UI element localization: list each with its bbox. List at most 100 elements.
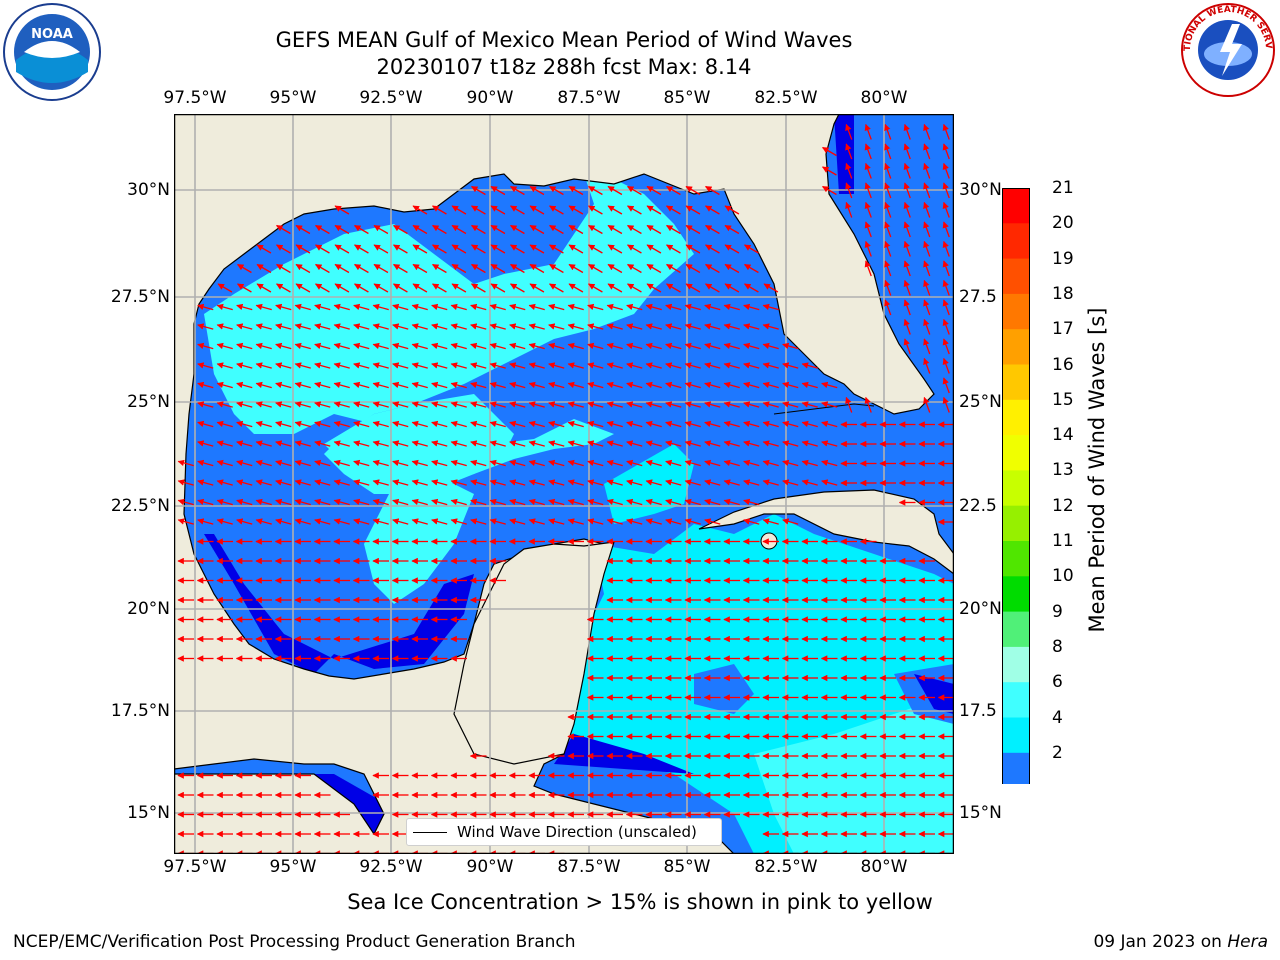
wind-arrow — [276, 224, 291, 235]
wind-arrow — [197, 342, 214, 350]
footer-branch: NCEP/EMC/Verification Post Processing Pr… — [13, 932, 576, 952]
wind-arrow — [884, 162, 892, 179]
lon-label-bottom: 95°W — [269, 857, 317, 877]
wind-arrow — [666, 205, 681, 215]
wind-arrow — [509, 479, 526, 486]
wind-arrow — [489, 459, 506, 467]
wind-arrow — [255, 381, 272, 389]
wind-arrow — [489, 381, 506, 389]
wind-arrow — [942, 396, 950, 413]
wind-arrow — [762, 440, 779, 447]
wind-arrow — [314, 401, 331, 408]
wind-arrow — [372, 342, 389, 350]
wind-arrow — [372, 479, 389, 486]
colorbar-tick-label: 4 — [1052, 707, 1063, 728]
wind-arrow — [529, 185, 545, 196]
wind-arrow — [431, 381, 448, 389]
lon-label-bottom: 82.5°W — [754, 857, 818, 877]
wind-arrow — [197, 479, 214, 486]
wind-arrow — [393, 224, 408, 235]
wind-arrow — [528, 381, 545, 389]
wind-arrow — [411, 401, 428, 408]
wind-arrow — [470, 303, 487, 311]
wind-arrow — [354, 263, 369, 274]
wind-arrow — [723, 420, 740, 428]
wind-arrow — [782, 440, 799, 447]
wind-arrow — [372, 303, 389, 311]
wind-arrow — [255, 342, 272, 350]
wind-arrow — [255, 303, 272, 311]
wind-arrow — [237, 263, 252, 274]
wind-arrow — [626, 440, 643, 447]
wind-arrow — [471, 244, 486, 254]
wind-arrow — [567, 498, 584, 506]
wind-arrow — [216, 401, 233, 408]
wind-arrow — [568, 263, 584, 274]
wind-arrow — [665, 362, 682, 369]
wind-arrow — [315, 263, 330, 274]
wind-arrow — [822, 166, 837, 176]
water-dark-blue — [914, 674, 954, 714]
wind-arrow — [782, 459, 799, 467]
wind-arrow — [216, 420, 233, 428]
wind-arrow — [743, 518, 760, 525]
wind-arrow — [236, 420, 253, 428]
wind-arrow — [471, 224, 486, 235]
lon-label-bottom: 80°W — [860, 857, 908, 877]
wind-arrow — [606, 459, 623, 467]
colorbar-segment — [1002, 258, 1030, 295]
wind-arrow — [450, 479, 467, 486]
wind-arrow — [451, 263, 467, 274]
wind-arrow — [588, 185, 603, 196]
wind-arrow — [665, 381, 682, 389]
wind-arrow — [923, 162, 931, 179]
wind-arrow — [723, 303, 740, 311]
wind-arrow — [510, 244, 525, 254]
wind-arrow — [431, 303, 448, 311]
wind-arrow — [333, 479, 350, 486]
wind-arrow — [704, 479, 721, 486]
wind-arrow — [276, 244, 291, 254]
wind-arrow — [685, 185, 701, 196]
lon-label-top: 90°W — [466, 88, 514, 108]
wind-arrow — [704, 420, 721, 428]
wind-arrow — [489, 518, 506, 525]
wind-arrow — [567, 440, 584, 447]
wind-arrow — [743, 479, 760, 486]
colorbar-segment — [1002, 293, 1030, 330]
wind-arrow — [801, 401, 818, 408]
wind-arrow — [568, 283, 584, 293]
wind-arrow — [626, 459, 643, 467]
wind-arrow — [723, 459, 740, 467]
wind-arrow — [217, 283, 233, 293]
wind-arrow — [256, 244, 272, 254]
wind-arrow — [237, 283, 252, 293]
wind-arrow — [801, 362, 818, 369]
colorbar-tick-label: 8 — [1052, 636, 1063, 657]
wind-arrow — [607, 185, 623, 196]
colorbar-tick-label: 12 — [1052, 495, 1074, 516]
wind-arrow — [646, 263, 662, 274]
wind-arrow — [646, 185, 662, 196]
wind-arrow — [197, 420, 214, 428]
wind-arrow — [685, 244, 701, 254]
wind-arrow — [294, 303, 311, 311]
wind-arrow — [588, 244, 603, 254]
wind-arrow — [197, 498, 214, 506]
lat-label-left: 22.5°N — [110, 496, 170, 516]
wind-arrow — [685, 224, 701, 235]
lat-label-left: 30°N — [127, 180, 170, 200]
wind-arrow — [568, 244, 584, 254]
lat-label-right: 15°N — [959, 803, 1002, 823]
wind-arrow — [197, 518, 214, 525]
wind-arrow — [549, 283, 564, 293]
wind-arrow — [471, 185, 486, 196]
wind-arrow — [705, 263, 720, 274]
wind-arrow — [528, 362, 545, 369]
wind-arrow — [645, 440, 662, 447]
wind-arrow — [548, 459, 565, 467]
wind-arrow — [903, 240, 911, 257]
wind-arrow — [275, 459, 292, 467]
lat-label-left: 17.5°N — [110, 701, 170, 721]
wind-arrow — [334, 205, 350, 215]
